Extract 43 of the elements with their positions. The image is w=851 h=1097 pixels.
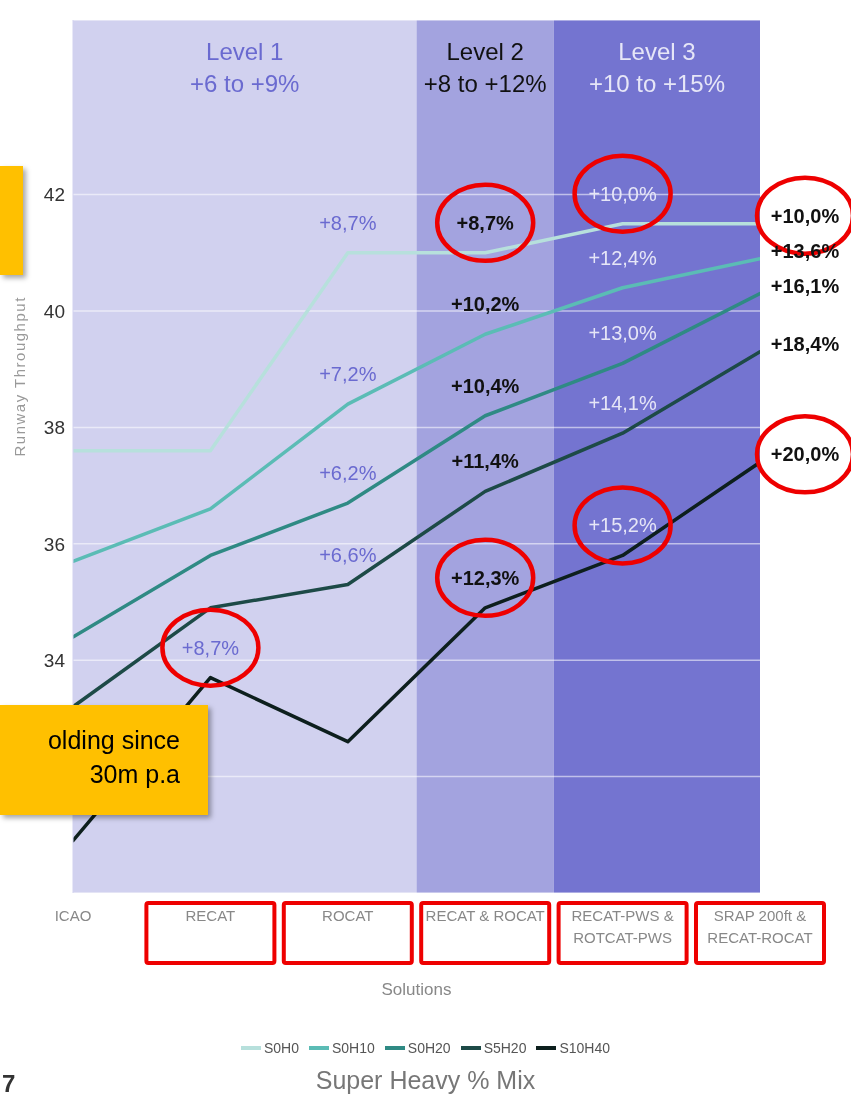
annotation: +10,2% [451, 293, 520, 316]
annotation: +6,2% [319, 462, 377, 485]
annotation: +15,2% [588, 514, 658, 537]
x-tick-label: SRAP 200ft & RECAT-ROCAT [707, 907, 813, 946]
x-tick-label: RECAT-PWS & ROTCAT-PWS [571, 907, 674, 946]
annotation: +10,0% [770, 204, 840, 227]
y-tick-label: 38 [43, 417, 65, 439]
annotation: +13,0% [588, 322, 658, 345]
y-tick-label: 34 [43, 649, 66, 671]
annotation: +20,0% [770, 443, 840, 466]
annotation: +16,1% [770, 274, 840, 297]
legend-label: S10H40 [559, 1040, 611, 1056]
y-tick-label: 36 [43, 533, 65, 555]
annotation: +8,7% [456, 211, 515, 234]
x-tick-label: RECAT [185, 907, 236, 924]
text: 7 [2, 1070, 16, 1097]
x-tick-label: RECAT & ROCAT [425, 907, 545, 924]
y-axis-title: Runway Throughput [11, 296, 29, 457]
line-series [73, 291, 760, 639]
legend-label: S5H20 [483, 1040, 527, 1056]
x-axis-title: Solutions [381, 980, 452, 999]
x-tick-label: ICAO [54, 907, 92, 924]
legend-label: S0H20 [407, 1040, 451, 1056]
annotation: +8,7% [319, 211, 377, 234]
annotation: olding since 30m p.a [0, 705, 208, 815]
annotation: +14,1% [588, 392, 658, 415]
annotation: +6,6% [319, 543, 377, 566]
annotation: +12,4% [588, 246, 658, 269]
y-tick-label: 42 [43, 184, 65, 206]
annotation: +7,2% [319, 363, 377, 386]
annotation: +11,4% [451, 450, 520, 473]
annotation: +10,4% [451, 374, 520, 397]
annotation: +18,4% [770, 332, 840, 355]
annotation: +12,3% [451, 566, 520, 589]
band-label: Level 3 +10 to +15% [588, 38, 726, 97]
x-tick-label: ROCAT [322, 907, 374, 924]
legend-label: S0H10 [332, 1040, 375, 1056]
band-label: Level 2 +8 to +12% [423, 38, 547, 97]
legend-label: S0H0 [263, 1040, 299, 1056]
legend-title: Super Heavy % Mix [315, 1066, 536, 1094]
band-label: Level 1 +6 to +9% [190, 38, 300, 97]
annotation: +8,7% [181, 636, 240, 659]
y-tick-label: 40 [43, 300, 65, 322]
